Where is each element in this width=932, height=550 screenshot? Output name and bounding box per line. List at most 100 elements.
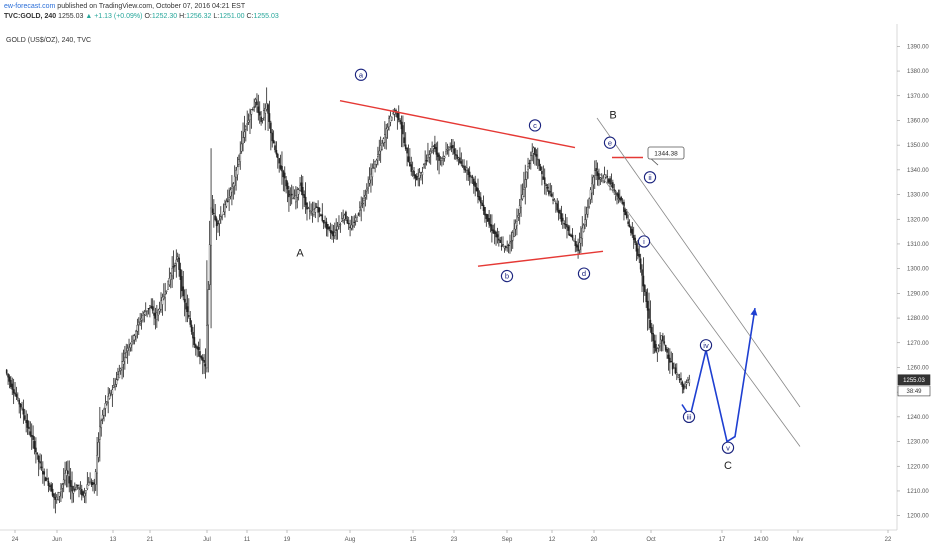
candle-body (247, 120, 250, 123)
y-tick-label: 1320.00 (907, 217, 929, 223)
candle-body (478, 196, 481, 200)
y-tick-label: 1240.00 (907, 415, 929, 421)
candle-body (370, 173, 372, 181)
candle-body (574, 241, 577, 247)
candle-body (174, 264, 176, 267)
candle-body (452, 144, 454, 149)
candle-body (500, 245, 503, 247)
candle-body (403, 137, 406, 143)
candle-body (588, 198, 591, 208)
wave-label: d (582, 269, 586, 278)
candle-body (592, 176, 595, 185)
candle-body (192, 331, 194, 339)
candle-body (214, 215, 217, 220)
candle-body (322, 220, 325, 224)
candle-body (556, 203, 559, 211)
x-tick-label: 21 (147, 537, 154, 543)
candle-body (431, 146, 433, 151)
candle-body (121, 361, 123, 368)
candle-body (548, 190, 550, 195)
candle-body (685, 382, 688, 385)
ohlc-close-value: 1255.03 (253, 13, 279, 20)
candle-body (200, 356, 203, 359)
candle-body (417, 176, 420, 179)
candle-body (549, 191, 552, 193)
candle-body (447, 149, 450, 151)
candle-body (39, 461, 41, 464)
candle-body (48, 485, 51, 487)
candle-body (673, 367, 675, 369)
candle-body (420, 172, 422, 176)
candle-body (46, 478, 48, 480)
candle-body (94, 471, 97, 485)
candle-body (517, 215, 520, 218)
channel-line (596, 117, 801, 408)
candle-body (625, 212, 628, 218)
candle-body (502, 244, 504, 246)
candle-body (550, 193, 553, 197)
candle-body (682, 384, 685, 390)
candle-body (474, 181, 477, 187)
wave-label: c (533, 121, 537, 130)
candle-body (542, 176, 545, 180)
candle-body (71, 485, 73, 492)
candle-body (58, 492, 61, 497)
candle-body (282, 171, 285, 178)
candle-body (473, 178, 475, 186)
candle-body (539, 166, 542, 171)
candle-body (207, 289, 210, 326)
candle-body (467, 169, 470, 175)
candle-body (541, 170, 543, 175)
x-tick-label: 11 (244, 537, 251, 543)
candle-body (628, 224, 631, 228)
candle-body (445, 151, 447, 154)
candle-body (670, 361, 673, 363)
candle-body (656, 348, 659, 354)
candle-body (193, 337, 196, 345)
candle-body (226, 200, 229, 202)
candle-body (388, 118, 390, 127)
candle-body (422, 164, 425, 169)
candle-body (36, 452, 39, 455)
candle-body (660, 335, 663, 341)
candle-body (221, 215, 223, 219)
y-tick-label: 1230.00 (907, 440, 929, 446)
candle-body (456, 154, 458, 159)
candle-body (35, 447, 37, 453)
candle-body (491, 224, 493, 231)
candle-body (164, 294, 166, 298)
candle-body (281, 166, 283, 172)
candle-body (185, 302, 187, 310)
candle-body (308, 210, 311, 212)
candle-body (606, 176, 609, 178)
candle-body (186, 306, 189, 313)
candle-body (215, 218, 218, 227)
candle-body (349, 226, 351, 228)
candle-body (513, 228, 515, 237)
candle-body (360, 205, 363, 211)
x-tick-label: 13 (110, 537, 117, 543)
price-axis[interactable]: 1200.001210.001220.001230.001240.001250.… (896, 24, 932, 532)
candle-body (175, 259, 178, 264)
site-link[interactable]: ew-forecast.com (4, 3, 56, 10)
candle-body (613, 189, 616, 191)
candle-body (595, 168, 597, 171)
candle-body (471, 176, 474, 178)
time-axis[interactable]: 24 Jun 13 21 Jul 11 19 Aug 15 23 Sep 12 20 Oct 17 14:00… (0, 529, 897, 543)
candle-body (69, 480, 72, 487)
candle-body (10, 380, 12, 388)
candle-body (449, 146, 451, 148)
candle-body (338, 225, 340, 227)
channel-line (596, 169, 801, 447)
candle-body (76, 484, 79, 487)
candle-body (111, 389, 114, 395)
candle-body (662, 336, 664, 342)
x-tick-label: Aug (345, 537, 356, 543)
candle-body (276, 154, 279, 159)
candle-body (168, 278, 171, 286)
candle-body (495, 232, 497, 238)
candle-body (342, 218, 344, 221)
ohlc-low-value: 1251.00 (219, 13, 245, 20)
candle-body (406, 147, 408, 154)
